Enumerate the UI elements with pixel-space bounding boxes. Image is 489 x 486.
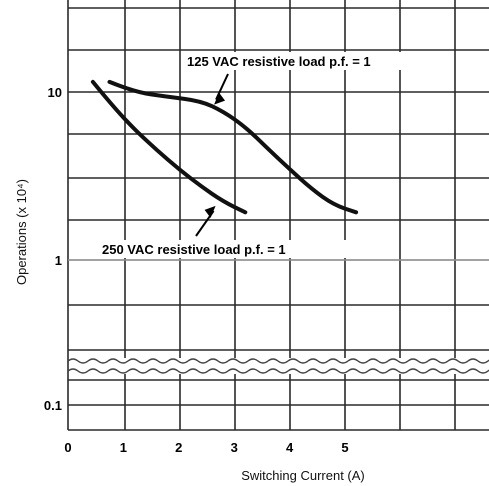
annotation-125vac: 125 VAC resistive load p.f. = 1 <box>187 54 371 69</box>
series-line-1 <box>90 79 248 215</box>
annotations: 125 VAC resistive load p.f. = 1 250 VAC r… <box>100 52 448 258</box>
x-tick-label-2: 2 <box>175 440 182 455</box>
annotation-bg-250 <box>100 240 350 258</box>
y-axis-label: Operations (x 10⁴) <box>14 179 29 285</box>
y-tick-label-10: 10 <box>48 85 62 100</box>
annotation-arrowhead-125 <box>214 92 226 105</box>
series-layer <box>90 79 359 215</box>
y-tick-label-0.1: 0.1 <box>44 398 62 413</box>
x-tick-label-0: 0 <box>64 440 71 455</box>
tick-labels: 0 1 2 3 4 5 0.1 1 10 <box>44 85 349 455</box>
y-tick-label-1: 1 <box>55 253 62 268</box>
axis-break <box>67 358 489 374</box>
series-line-0 <box>107 79 359 215</box>
x-tick-label-4: 4 <box>286 440 294 455</box>
x-tick-label-3: 3 <box>231 440 238 455</box>
break-wave-top <box>67 358 489 364</box>
break-wave-bottom <box>67 368 489 374</box>
break-gap <box>69 358 489 374</box>
annotation-bg-125 <box>182 52 448 70</box>
annotation-arrowhead-250 <box>204 205 216 218</box>
x-tick-label-1: 1 <box>120 440 127 455</box>
x-axis-label: Switching Current (A) <box>241 468 365 483</box>
annotation-250vac: 250 VAC resistive load p.f. = 1 <box>102 242 286 257</box>
x-tick-label-5: 5 <box>341 440 348 455</box>
grid <box>67 0 489 431</box>
